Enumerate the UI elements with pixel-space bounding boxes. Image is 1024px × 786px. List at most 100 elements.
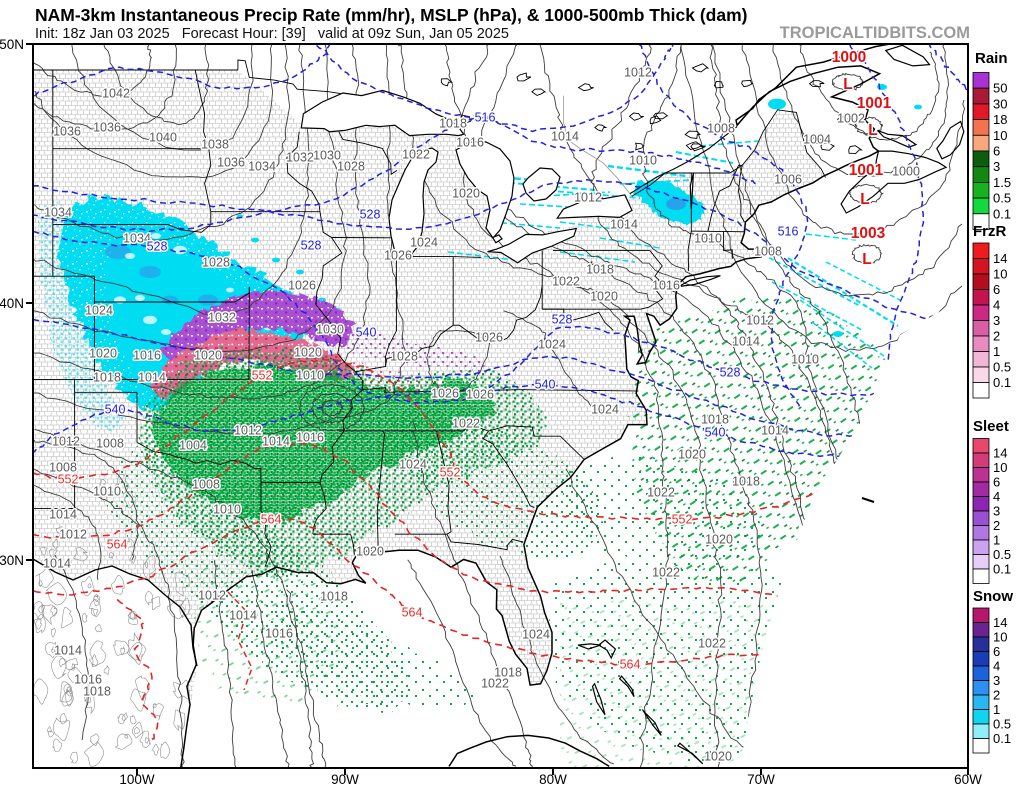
svg-text:1022: 1022 — [698, 637, 726, 651]
svg-text:0.1: 0.1 — [993, 562, 1011, 577]
svg-text:1016: 1016 — [133, 349, 161, 363]
svg-text:1014: 1014 — [732, 335, 760, 349]
svg-text:1022: 1022 — [402, 148, 430, 162]
svg-text:0.1: 0.1 — [993, 731, 1011, 746]
svg-text:1026: 1026 — [475, 331, 503, 345]
svg-text:Sleet: Sleet — [973, 418, 1009, 435]
svg-text:1014: 1014 — [43, 557, 71, 571]
svg-text:4: 4 — [993, 298, 1000, 313]
svg-text:1012: 1012 — [624, 66, 652, 80]
svg-text:1026: 1026 — [288, 279, 316, 293]
svg-text:3: 3 — [993, 159, 1000, 174]
svg-text:1030: 1030 — [313, 149, 341, 163]
svg-text:1018: 1018 — [83, 685, 111, 699]
svg-text:1: 1 — [993, 533, 1000, 548]
svg-text:L: L — [868, 122, 877, 139]
svg-text:1032: 1032 — [208, 311, 236, 325]
svg-text:1036: 1036 — [53, 125, 81, 139]
svg-text:14: 14 — [993, 251, 1007, 266]
svg-text:1008: 1008 — [96, 437, 124, 451]
svg-text:1016: 1016 — [74, 673, 102, 687]
svg-text:3: 3 — [993, 504, 1000, 519]
svg-text:1020: 1020 — [590, 290, 618, 304]
svg-text:1020: 1020 — [704, 750, 732, 764]
svg-text:1018: 1018 — [732, 475, 760, 489]
svg-text:1036: 1036 — [93, 121, 121, 135]
svg-text:3: 3 — [993, 673, 1000, 688]
svg-text:1026: 1026 — [384, 249, 412, 263]
svg-text:1010: 1010 — [791, 353, 819, 367]
svg-text:528: 528 — [147, 240, 168, 254]
svg-text:10: 10 — [993, 128, 1007, 143]
svg-text:L: L — [843, 76, 852, 93]
svg-text:1004: 1004 — [803, 133, 831, 147]
svg-text:1014: 1014 — [761, 424, 789, 438]
svg-text:1020: 1020 — [678, 448, 706, 462]
svg-text:100W: 100W — [119, 772, 155, 786]
svg-text:1024: 1024 — [591, 403, 619, 417]
svg-text:1010: 1010 — [93, 485, 121, 499]
svg-text:528: 528 — [720, 366, 741, 380]
svg-text:1022: 1022 — [647, 486, 675, 500]
svg-text:1014: 1014 — [551, 130, 579, 144]
svg-text:1014: 1014 — [610, 218, 638, 232]
svg-text:1016: 1016 — [652, 279, 680, 293]
svg-text:1024: 1024 — [85, 304, 113, 318]
svg-text:4: 4 — [993, 659, 1000, 674]
svg-text:1: 1 — [993, 702, 1000, 717]
svg-text:30: 30 — [993, 96, 1007, 111]
svg-text:564: 564 — [261, 513, 282, 527]
svg-text:516: 516 — [778, 225, 799, 239]
svg-text:564: 564 — [620, 658, 641, 672]
svg-text:0.5: 0.5 — [993, 191, 1011, 206]
svg-text:10: 10 — [993, 630, 1007, 645]
svg-text:6: 6 — [993, 644, 1000, 659]
svg-text:1018: 1018 — [586, 263, 614, 277]
svg-text:564: 564 — [402, 606, 423, 620]
svg-text:1014: 1014 — [54, 644, 82, 658]
svg-text:2: 2 — [993, 329, 1000, 344]
svg-text:50N: 50N — [0, 37, 24, 52]
svg-text:1012: 1012 — [574, 191, 602, 205]
svg-text:1001: 1001 — [857, 95, 892, 112]
svg-text:1024: 1024 — [410, 236, 438, 250]
svg-text:1020: 1020 — [705, 533, 733, 547]
svg-text:1010: 1010 — [694, 232, 722, 246]
svg-text:1004: 1004 — [179, 439, 207, 453]
svg-text:4: 4 — [993, 489, 1000, 504]
svg-text:1042: 1042 — [102, 87, 130, 101]
svg-text:1014: 1014 — [229, 609, 257, 623]
svg-text:L: L — [860, 191, 869, 208]
svg-text:1006: 1006 — [774, 173, 802, 187]
svg-text:TROPICALTIDBITS.COM: TROPICALTIDBITS.COM — [780, 24, 970, 42]
svg-text:516: 516 — [475, 111, 496, 125]
svg-text:6: 6 — [993, 282, 1000, 297]
svg-text:1020: 1020 — [194, 349, 222, 363]
svg-text:1034: 1034 — [123, 232, 151, 246]
svg-text:1010: 1010 — [296, 369, 324, 383]
svg-text:Rain: Rain — [975, 50, 1008, 67]
svg-text:70W: 70W — [747, 772, 775, 786]
svg-text:1028: 1028 — [202, 256, 230, 270]
svg-text:1018: 1018 — [320, 590, 348, 604]
svg-text:1020: 1020 — [89, 347, 117, 361]
svg-text:1038: 1038 — [201, 138, 229, 152]
svg-text:6: 6 — [993, 144, 1000, 159]
svg-text:1008: 1008 — [707, 122, 735, 136]
svg-text:1002: 1002 — [837, 112, 865, 126]
svg-text:10: 10 — [993, 460, 1007, 475]
svg-text:1018: 1018 — [494, 666, 522, 680]
svg-text:564: 564 — [107, 538, 128, 552]
svg-text:1012: 1012 — [746, 314, 774, 328]
svg-text:0.5: 0.5 — [993, 717, 1011, 732]
svg-text:552: 552 — [440, 466, 461, 480]
svg-text:540: 540 — [356, 326, 377, 340]
svg-text:1030: 1030 — [316, 323, 344, 337]
svg-text:0.1: 0.1 — [993, 375, 1011, 390]
svg-text:0.5: 0.5 — [993, 547, 1011, 562]
svg-text:1008: 1008 — [754, 245, 782, 259]
svg-text:60W: 60W — [954, 772, 982, 786]
svg-text:1000: 1000 — [892, 165, 920, 179]
svg-text:Init: 18z Jan 03 2025 Foreca: Init: 18z Jan 03 2025 Forecast Hour: [39… — [35, 26, 509, 42]
svg-text:552: 552 — [58, 473, 79, 487]
